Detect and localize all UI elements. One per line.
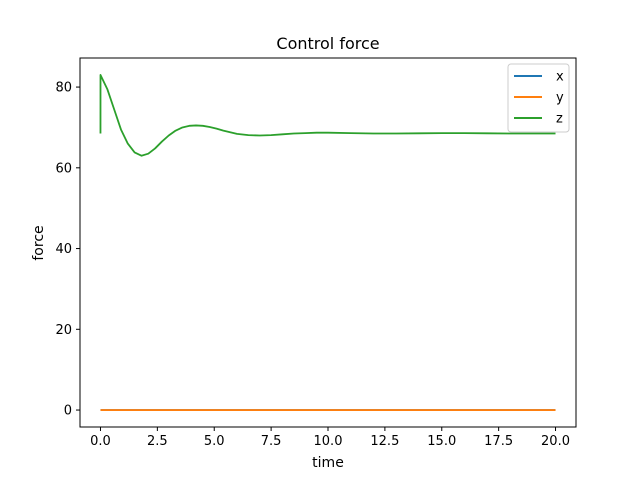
legend-label-y: y — [556, 91, 564, 106]
x-axis-ticks: 0.0 2.5 5.0 7.5 10.0 12.5 15.0 17.5 20.0 — [90, 427, 570, 449]
chart-title: Control force — [276, 34, 379, 53]
y-tick-label: 0 — [64, 404, 72, 419]
x-tick-label: 15.0 — [427, 434, 456, 449]
legend-label-x: x — [556, 70, 564, 85]
x-tick-label: 0.0 — [90, 434, 111, 449]
x-tick-label: 2.5 — [147, 434, 168, 449]
x-axis-label: time — [312, 455, 344, 471]
x-tick-label: 12.5 — [370, 434, 399, 449]
x-tick-label: 10.0 — [314, 434, 343, 449]
series-line-z — [99, 74, 556, 157]
x-tick-label: 17.5 — [484, 434, 513, 449]
y-axis-ticks: 0 20 40 60 80 — [55, 81, 80, 419]
plot-area — [99, 74, 556, 411]
legend: xyz — [507, 63, 570, 133]
y-axis-label: force — [31, 225, 47, 260]
x-tick-label: 5.0 — [204, 434, 225, 449]
y-tick-label: 40 — [55, 242, 72, 257]
x-tick-label: 20.0 — [541, 434, 570, 449]
axes-frame — [79, 57, 577, 428]
x-tick-label: 7.5 — [261, 434, 282, 449]
y-tick-label: 60 — [55, 161, 72, 176]
y-tick-label: 80 — [55, 81, 72, 96]
y-tick-label: 20 — [55, 323, 72, 338]
legend-label-z: z — [556, 112, 563, 127]
